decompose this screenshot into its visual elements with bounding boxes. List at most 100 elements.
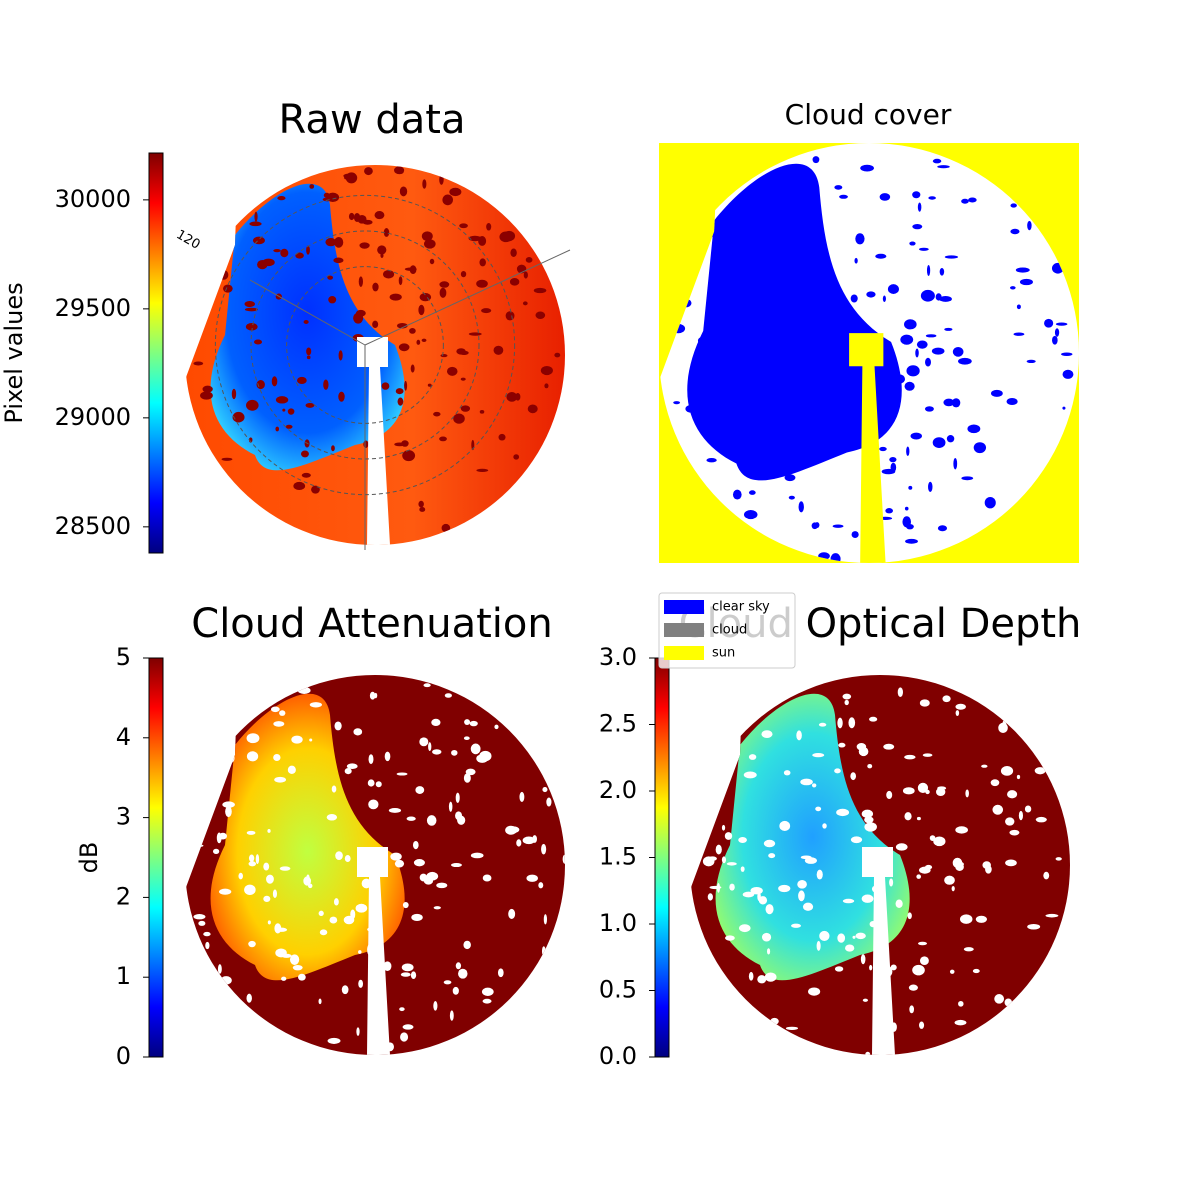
spot (319, 929, 328, 936)
spot (562, 854, 565, 864)
spot (772, 443, 777, 454)
spot (361, 878, 372, 889)
spot (335, 851, 343, 860)
spot (1052, 335, 1058, 345)
spot (856, 742, 867, 751)
spot (832, 524, 844, 528)
colorbar-tick-label: 1 (116, 962, 131, 990)
spot (318, 998, 322, 1005)
colorbar-tick-label: 0.5 (599, 976, 637, 1004)
spot (822, 404, 832, 416)
spot (766, 948, 771, 955)
spot (460, 405, 471, 412)
spot (831, 387, 836, 396)
polar-axis (249, 279, 366, 346)
spot (244, 884, 256, 896)
spot (905, 538, 918, 544)
spot (770, 1017, 779, 1025)
spot (363, 440, 369, 448)
spot (455, 962, 462, 970)
spot (804, 327, 814, 339)
spot (355, 903, 368, 913)
spot (439, 281, 450, 288)
spot (748, 971, 754, 981)
spot (713, 282, 721, 292)
spot (910, 432, 922, 440)
spot (963, 947, 974, 952)
spot (498, 433, 506, 441)
spot (845, 944, 855, 952)
spot (834, 966, 844, 972)
spot (1006, 398, 1018, 406)
spot (1010, 203, 1017, 208)
spot (932, 437, 946, 449)
spot (210, 262, 217, 266)
spot (255, 854, 260, 865)
spot (358, 950, 362, 954)
spot (270, 706, 280, 713)
spot (193, 914, 206, 920)
spot (527, 404, 538, 414)
spot (273, 721, 285, 727)
spot (348, 212, 355, 221)
spot (912, 191, 921, 199)
spot (917, 202, 922, 212)
spot (918, 866, 931, 874)
spot (811, 522, 818, 530)
spot (216, 832, 222, 844)
spot (406, 816, 416, 821)
spot (287, 765, 296, 775)
spot (358, 979, 364, 988)
spot (293, 481, 306, 491)
spot (273, 753, 281, 762)
spot (973, 442, 987, 454)
spot (704, 820, 711, 824)
spot (493, 345, 504, 355)
colorbar-tick-label: 29000 (55, 403, 131, 431)
spot (533, 287, 547, 294)
colorbar-tick-label: 1.0 (599, 909, 637, 937)
spot (984, 497, 996, 509)
spot (482, 874, 492, 882)
spot (842, 898, 855, 904)
spot (1016, 774, 1021, 780)
spot (959, 914, 973, 924)
spot (275, 426, 280, 432)
spot (525, 257, 533, 263)
spot (860, 164, 874, 172)
colorbar-label: Pixel values (0, 282, 28, 423)
spot (212, 848, 220, 854)
spot (325, 238, 337, 247)
spot (812, 752, 825, 758)
spot (198, 920, 206, 926)
spot (721, 445, 735, 450)
spot (762, 281, 777, 287)
spot (432, 749, 442, 755)
spot (919, 956, 929, 966)
spot (254, 211, 258, 222)
spot (303, 320, 309, 324)
legend: clear sky cloud sun (658, 592, 796, 669)
spot (219, 269, 229, 280)
spot (389, 293, 402, 301)
spot (297, 376, 307, 385)
spot (1054, 328, 1060, 337)
spot (909, 1005, 915, 1014)
spot (220, 976, 232, 985)
spot (267, 920, 271, 925)
colorbar-tick-label: 28500 (55, 512, 131, 540)
spot (202, 385, 213, 393)
spot (816, 940, 821, 951)
spot (395, 388, 404, 395)
sky-image-cut (185, 675, 565, 1055)
spot (704, 788, 710, 794)
spot (943, 398, 955, 407)
spot (925, 357, 931, 367)
spot (915, 348, 919, 358)
spot (882, 295, 886, 302)
spot (717, 266, 731, 273)
spot (904, 812, 912, 821)
spot (924, 406, 934, 412)
spot (1010, 286, 1016, 290)
